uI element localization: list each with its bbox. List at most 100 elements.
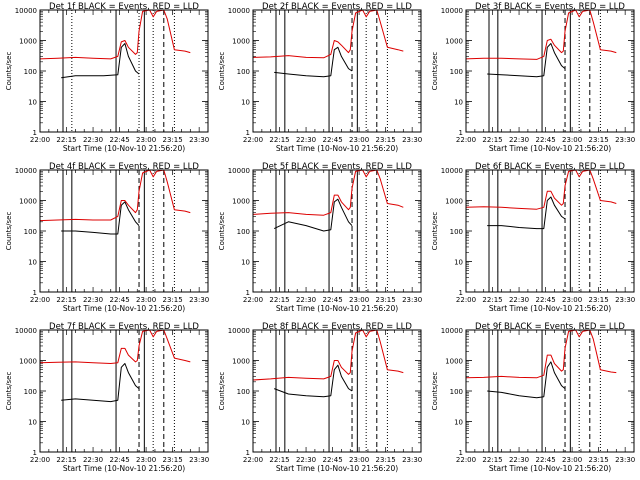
y-tick-label: 1 [459, 129, 463, 137]
x-tick-label: 23:00 [136, 456, 156, 464]
x-tick-label: 22:30 [83, 296, 103, 304]
x-tick-label: 22:30 [296, 296, 316, 304]
y-tick-label: 10000 [228, 7, 250, 15]
chart-title: Det 9f BLACK = Events, RED = LLD [475, 322, 625, 332]
chart-title: Det 7f BLACK = Events, RED = LLD [49, 322, 199, 332]
plot-frame [252, 9, 422, 133]
x-tick-label: 22:15 [482, 296, 502, 304]
chart-panel-7: Det 7f BLACK = Events, RED = LLD Counts/s… [5, 322, 209, 473]
x-tick-label: 22:15 [56, 296, 76, 304]
plot-frame [39, 9, 209, 133]
y-axis-label: Counts/sec [5, 52, 13, 91]
x-tick-label: 23:00 [562, 136, 582, 144]
y-tick-label: 1000 [19, 38, 37, 46]
x-tick-label: 22:00 [243, 136, 263, 144]
y-tick-label: 100 [450, 388, 463, 396]
y-tick-label: 10 [28, 419, 37, 427]
y-tick-label: 100 [237, 68, 250, 76]
chart-title: Det 8f BLACK = Events, RED = LLD [262, 322, 412, 332]
y-axis-label: Counts/sec [218, 212, 226, 251]
x-tick-label: 23:15 [376, 136, 396, 144]
series-line-lld [465, 329, 617, 379]
y-tick-label: 10000 [441, 7, 463, 15]
y-tick-label: 10000 [15, 167, 37, 175]
y-tick-label: 1 [246, 129, 250, 137]
y-tick-label: 10 [241, 99, 250, 107]
series-line-events [274, 364, 353, 398]
series-line-lld [252, 329, 404, 381]
chart-title: Det 2f BLACK = Events, RED = LLD [262, 2, 412, 12]
y-axis-label: Counts/sec [5, 372, 13, 411]
chart-panel-8: Det 8f BLACK = Events, RED = LLD Counts/s… [218, 322, 422, 473]
y-tick-label: 1000 [232, 38, 250, 46]
x-tick-label: 22:15 [269, 296, 289, 304]
series-line-lld [39, 169, 191, 222]
x-tick-label: 22:15 [269, 456, 289, 464]
y-tick-label: 10000 [228, 327, 250, 335]
x-tick-label: 22:30 [509, 456, 529, 464]
x-tick-label: 22:30 [509, 136, 529, 144]
x-tick-label: 23:15 [376, 456, 396, 464]
plot-frame [252, 169, 422, 293]
y-tick-label: 1 [459, 449, 463, 457]
y-axis-label: Counts/sec [218, 52, 226, 91]
y-tick-label: 10000 [15, 7, 37, 15]
x-tick-label: 23:15 [163, 456, 183, 464]
y-tick-label: 100 [24, 228, 37, 236]
y-tick-label: 1000 [232, 198, 250, 206]
x-tick-label: 22:45 [535, 456, 555, 464]
y-tick-label: 1 [33, 289, 37, 297]
x-axis-label: Start Time (10-Nov-10 21:56:20) [276, 144, 398, 153]
y-tick-label: 1000 [445, 38, 463, 46]
y-tick-label: 100 [24, 68, 37, 76]
y-tick-label: 1 [246, 289, 250, 297]
y-tick-label: 100 [237, 228, 250, 236]
x-tick-label: 22:00 [243, 456, 263, 464]
y-tick-label: 1000 [232, 358, 250, 366]
y-axis-label: Counts/sec [218, 372, 226, 411]
chart-title: Det 3f BLACK = Events, RED = LLD [475, 2, 625, 12]
x-tick-label: 23:15 [376, 296, 396, 304]
x-tick-label: 22:15 [482, 456, 502, 464]
series-line-events [61, 363, 140, 403]
plot-frame [465, 169, 635, 293]
series-line-events [61, 201, 140, 235]
plot-frame [465, 9, 635, 133]
series-line-lld [39, 9, 191, 60]
series-line-lld [465, 169, 617, 210]
y-tick-label: 1 [246, 449, 250, 457]
x-tick-label: 23:00 [349, 136, 369, 144]
x-axis-label: Start Time (10-Nov-10 21:56:20) [63, 464, 185, 473]
chart-title: Det 1f BLACK = Events, RED = LLD [49, 2, 199, 12]
x-tick-label: 23:00 [349, 296, 369, 304]
x-tick-label: 23:30 [615, 456, 635, 464]
x-tick-label: 23:30 [402, 456, 422, 464]
x-tick-label: 22:15 [269, 136, 289, 144]
x-tick-label: 23:15 [163, 136, 183, 144]
chart-panel-9: Det 9f BLACK = Events, RED = LLD Counts/s… [431, 322, 635, 473]
series-line-events [487, 361, 566, 399]
y-tick-label: 10000 [15, 327, 37, 335]
x-axis-label: Start Time (10-Nov-10 21:56:20) [63, 144, 185, 153]
x-tick-label: 23:00 [136, 296, 156, 304]
x-tick-label: 23:30 [402, 296, 422, 304]
chart-title: Det 6f BLACK = Events, RED = LLD [475, 162, 625, 172]
series-line-events [61, 43, 140, 79]
x-tick-label: 23:15 [589, 456, 609, 464]
series-line-lld [465, 9, 617, 60]
x-tick-label: 22:00 [456, 296, 476, 304]
y-tick-label: 100 [450, 68, 463, 76]
y-tick-label: 1000 [445, 198, 463, 206]
x-tick-label: 22:00 [456, 136, 476, 144]
x-axis-label: Start Time (10-Nov-10 21:56:20) [489, 464, 611, 473]
x-tick-label: 22:15 [56, 136, 76, 144]
chart-title: Det 5f BLACK = Events, RED = LLD [262, 162, 412, 172]
x-tick-label: 22:00 [30, 296, 50, 304]
chart-panel-5: Det 5f BLACK = Events, RED = LLD Counts/s… [218, 162, 422, 313]
x-tick-label: 23:00 [562, 456, 582, 464]
y-tick-label: 10000 [441, 327, 463, 335]
x-tick-label: 23:15 [163, 296, 183, 304]
x-axis-label: Start Time (10-Nov-10 21:56:20) [489, 304, 611, 313]
series-line-lld [39, 329, 191, 364]
